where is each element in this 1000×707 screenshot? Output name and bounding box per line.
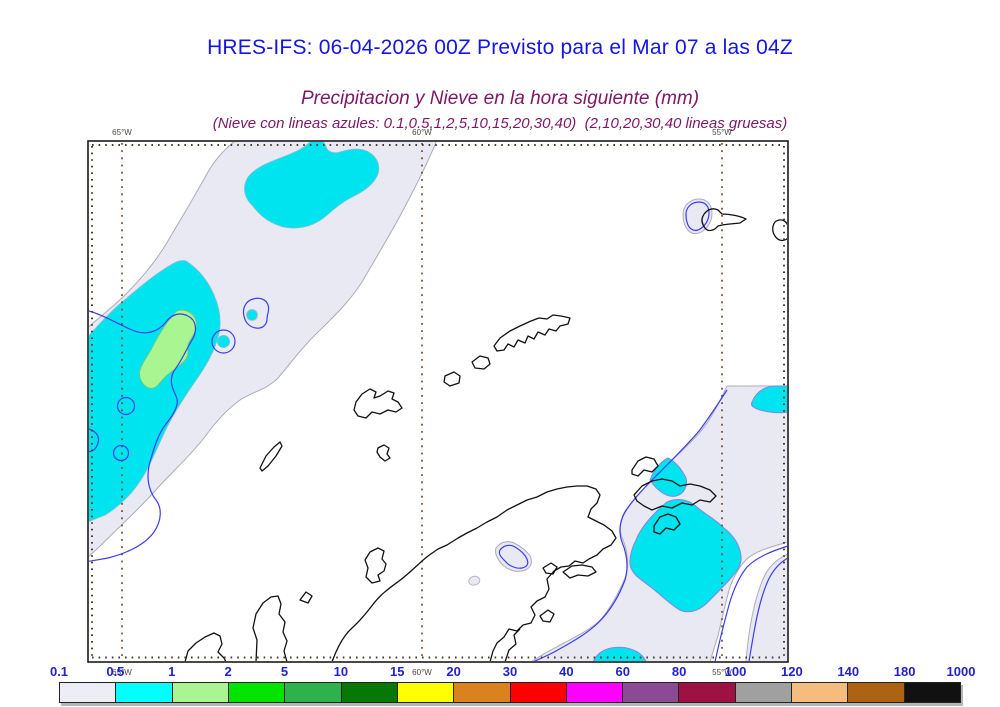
colorbar-cell <box>341 683 398 702</box>
longitude-label: 65°W <box>112 128 132 137</box>
colorbar-tick-label: 20 <box>446 664 461 679</box>
colorbar-tick-label: 80 <box>671 664 687 679</box>
snow-contours <box>89 201 787 661</box>
colorbar-cell <box>679 683 736 702</box>
colorbar-tick-label: 120 <box>781 664 803 679</box>
colorbar-cell <box>792 683 849 702</box>
colorbar-cell <box>60 683 117 702</box>
colorbar-tick-label: 100 <box>724 664 747 679</box>
coastlines <box>184 208 787 661</box>
colorbar-cell <box>228 683 286 702</box>
longitude-label: 60°W <box>412 668 432 677</box>
colorbar-tick-label: 1000 <box>946 664 976 679</box>
colorbar-cell <box>510 683 567 702</box>
colorbar-tick-label: 60 <box>615 664 630 679</box>
colorbar-tick-label: 0.5 <box>106 664 125 679</box>
longitude-label: 55°W <box>712 668 732 677</box>
colorbar-cell <box>454 683 511 702</box>
colorbar-tick-label: 30 <box>502 664 518 679</box>
colorbar-cell <box>172 683 229 702</box>
colorbar-tick-label: 2 <box>224 664 232 679</box>
colorbar-tick-label: 15 <box>390 664 405 679</box>
colorbar-tick-label: 5 <box>280 664 289 679</box>
precip-region-cyan-southeast <box>592 385 787 661</box>
colorbar-cell <box>623 683 680 702</box>
colorbar-tick-label: 140 <box>837 664 860 679</box>
map-frame <box>87 140 789 663</box>
colorbar-tick-label: 40 <box>559 664 574 679</box>
colorbar-tick-label: 0.1 <box>49 664 69 679</box>
precipitation-colorbar <box>59 682 961 703</box>
colorbar-tick-label: 10 <box>333 664 349 679</box>
colorbar-cell <box>848 683 905 702</box>
precip-region-green <box>139 309 197 389</box>
colorbar-cell <box>116 683 173 702</box>
colorbar-cell <box>904 683 960 702</box>
longitude-label: 55°W <box>712 128 732 137</box>
page-title: HRES-IFS: 06-04-2026 00Z Previsto para e… <box>207 36 793 59</box>
colorbar-cell <box>735 683 793 702</box>
colorbar-tick-label: 180 <box>893 664 916 679</box>
colorbar-cell <box>566 683 624 702</box>
map-subtitle: Precipitacion y Nieve en la hora siguien… <box>300 88 700 109</box>
snow-contour-legend-note: (Nieve con lineas azules: 0.1,0.5,1,2,5,… <box>212 115 788 132</box>
colorbar-cell <box>285 683 342 702</box>
colorbar-cell <box>397 683 455 702</box>
longitude-label: 65°W <box>112 668 132 677</box>
colorbar-tick-label: 1 <box>168 664 176 679</box>
longitude-label: 60°W <box>412 128 432 137</box>
